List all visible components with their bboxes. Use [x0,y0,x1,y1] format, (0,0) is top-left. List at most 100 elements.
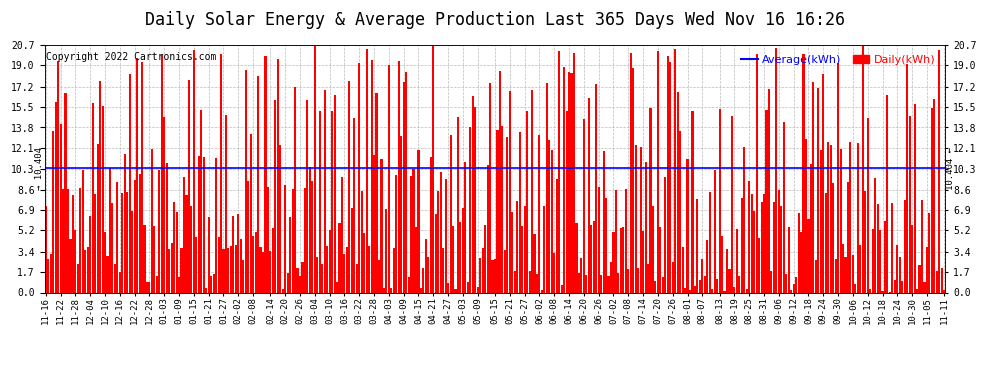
Bar [755,54,757,292]
Bar [603,151,605,292]
Bar [252,236,254,292]
Bar [768,89,770,292]
Bar [691,111,694,292]
Bar [435,214,437,292]
Bar [630,53,632,292]
Bar [681,247,684,292]
Bar [914,104,916,292]
Bar [652,206,654,292]
Bar [674,48,676,292]
Bar [443,248,445,292]
Bar [837,63,840,292]
Bar [269,251,271,292]
Bar [891,203,893,292]
Bar [909,116,911,292]
Bar [823,74,825,292]
Bar [385,209,387,292]
Bar [365,49,367,292]
Bar [805,139,807,292]
Bar [144,225,146,292]
Bar [864,192,866,292]
Bar [696,199,698,292]
Bar [195,237,197,292]
Bar [849,142,851,292]
Bar [939,50,940,292]
Bar [509,91,511,292]
Bar [835,259,837,292]
Bar [578,273,580,292]
Bar [553,253,555,292]
Bar [724,291,726,292]
Bar [706,240,708,292]
Bar [334,95,336,292]
Bar [292,189,294,292]
Bar [808,219,810,292]
Bar [709,192,711,292]
Bar [506,137,509,292]
Bar [896,245,898,292]
Bar [810,164,812,292]
Bar [54,102,56,292]
Bar [304,188,306,292]
Bar [608,276,610,292]
Bar [339,223,341,292]
Bar [193,50,195,292]
Bar [676,92,679,292]
Bar [699,280,701,292]
Bar [94,194,96,292]
Bar [719,109,721,292]
Bar [529,271,531,292]
Bar [560,285,562,292]
Bar [158,170,160,292]
Bar [163,117,165,292]
Bar [433,46,435,292]
Bar [504,250,506,292]
Bar [82,170,84,292]
Bar [296,268,299,292]
Bar [765,110,767,292]
Bar [679,131,681,292]
Bar [745,289,747,292]
Bar [894,280,896,292]
Bar [45,206,47,292]
Bar [716,279,718,292]
Bar [778,190,780,292]
Bar [121,193,124,292]
Bar [50,254,51,292]
Bar [59,124,61,292]
Bar [743,147,745,292]
Bar [336,282,338,292]
Bar [438,191,440,292]
Bar [185,195,187,292]
Bar [613,232,615,292]
Bar [758,238,760,292]
Bar [550,150,552,292]
Bar [213,274,215,292]
Bar [148,282,150,292]
Bar [79,188,81,292]
Bar [671,262,674,292]
Bar [534,234,536,292]
Bar [780,206,782,292]
Bar [378,260,380,292]
Bar [267,187,269,292]
Bar [254,232,256,292]
Bar [859,245,861,292]
Bar [481,248,484,292]
Bar [773,202,775,292]
Bar [472,96,474,292]
Bar [573,53,575,292]
Bar [430,157,432,292]
Text: 10.404 ←: 10.404 ← [946,147,955,190]
Bar [486,165,489,292]
Bar [380,159,382,292]
Bar [233,216,235,292]
Bar [104,232,106,292]
Bar [545,83,547,292]
Bar [783,122,785,292]
Bar [842,244,844,292]
Bar [595,84,597,292]
Bar [934,99,936,292]
Bar [230,246,232,292]
Bar [126,192,129,292]
